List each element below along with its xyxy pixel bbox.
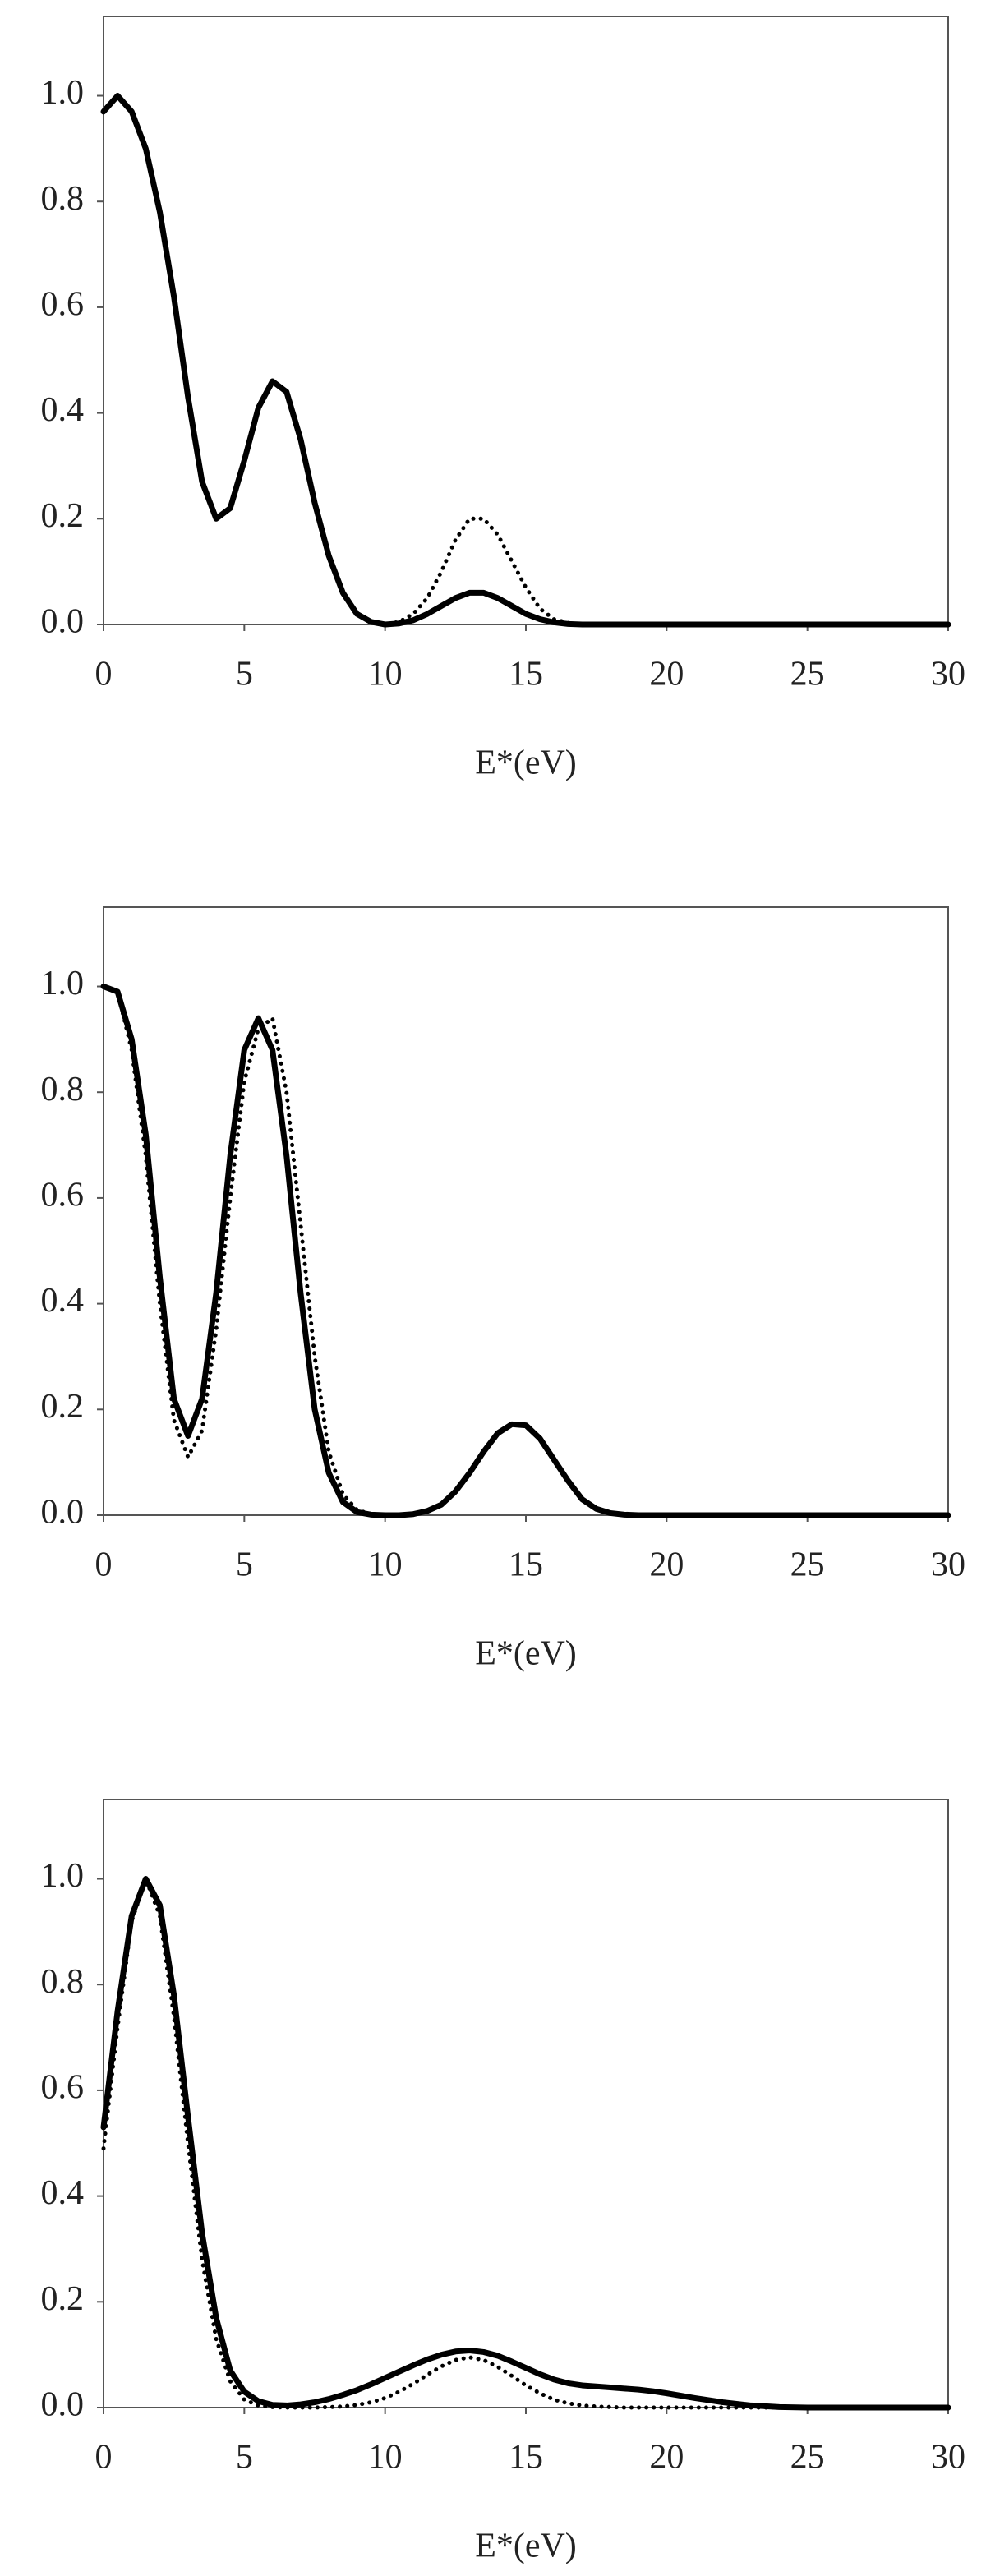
data-line: [101, 984, 951, 1518]
x-tick-label: 10: [368, 2439, 403, 2477]
y-tick-label: 0.4: [41, 2174, 85, 2212]
x-tick-label: 30: [931, 656, 965, 694]
x-tick-label: 5: [236, 1546, 253, 1584]
y-tick-label: 0.6: [41, 286, 85, 324]
y-tick-label: 0.6: [41, 2069, 85, 2107]
x-tick-label: 10: [368, 1546, 403, 1584]
x-tick-label: 20: [649, 656, 684, 694]
x-tick-label: 0: [95, 2439, 113, 2477]
data-line: [101, 94, 951, 627]
plot-frame: [103, 1799, 949, 2408]
x-tick-label: 15: [509, 1546, 543, 1584]
data-line: [101, 1877, 951, 2410]
data-line: [100, 984, 951, 1518]
y-tick-label: 1.0: [41, 1857, 85, 1895]
data-line: [100, 93, 951, 628]
x-tick-label: 20: [649, 2439, 684, 2477]
data-line: [100, 1876, 951, 2411]
y-tick-label: 0.8: [41, 1963, 85, 2001]
x-tick-label: 25: [790, 2439, 825, 2477]
x-tick-label: 30: [931, 1546, 965, 1584]
x-tick-label: 5: [236, 2439, 253, 2477]
y-tick-label: 0.4: [41, 391, 85, 429]
y-tick-label: 1.0: [41, 965, 85, 1002]
x-axis-label: E*(eV): [475, 2528, 577, 2565]
y-tick-label: 0.8: [41, 180, 85, 218]
x-tick-label: 25: [790, 1546, 825, 1584]
x-tick-label: 0: [95, 656, 113, 694]
y-tick-label: 1.0: [41, 74, 85, 112]
x-axis-label: E*(eV): [475, 1635, 577, 1673]
x-tick-label: 15: [509, 656, 543, 694]
x-tick-label: 25: [790, 656, 825, 694]
y-tick-label: 0.0: [41, 603, 85, 641]
x-tick-label: 10: [368, 656, 403, 694]
plot-frame: [103, 16, 949, 625]
x-tick-label: 30: [931, 2439, 965, 2477]
y-tick-label: 0.0: [41, 1494, 85, 1532]
y-tick-label: 0.4: [41, 1282, 85, 1320]
y-tick-label: 0.2: [41, 497, 85, 535]
y-tick-label: 0.0: [41, 2386, 85, 2424]
y-tick-label: 0.6: [41, 1177, 85, 1214]
y-tick-label: 0.2: [41, 1388, 85, 1426]
x-tick-label: 15: [509, 2439, 543, 2477]
x-tick-label: 5: [236, 656, 253, 694]
y-tick-label: 0.2: [41, 2280, 85, 2318]
y-tick-label: 0.8: [41, 1071, 85, 1108]
x-tick-label: 20: [649, 1546, 684, 1584]
x-axis-label: E*(eV): [475, 744, 577, 782]
x-tick-label: 0: [95, 1546, 113, 1584]
